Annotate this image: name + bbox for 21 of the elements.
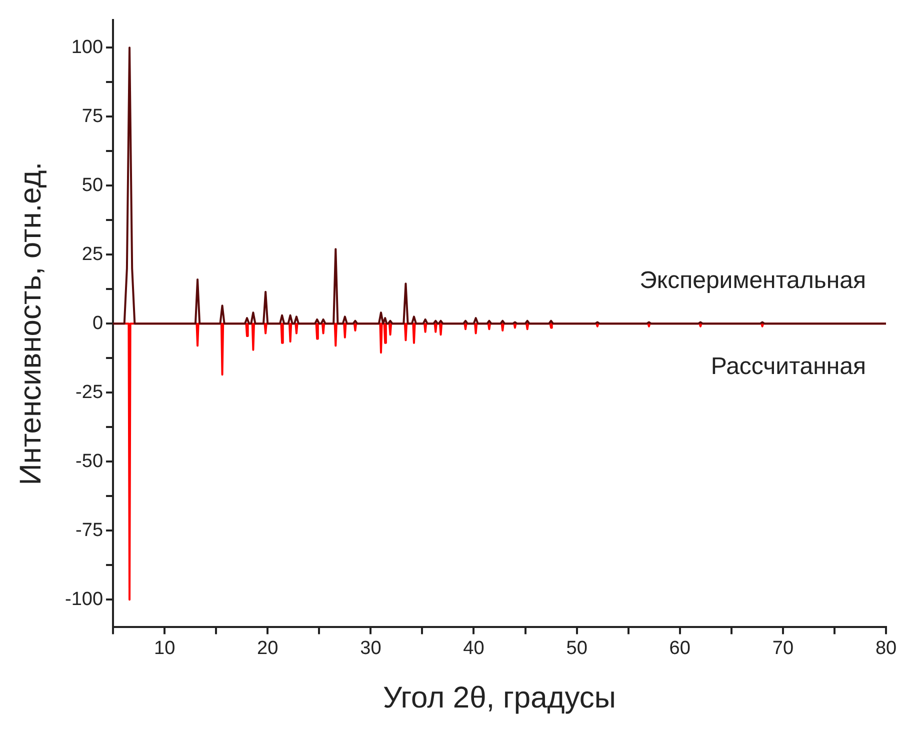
series-label: Рассчитанная [710, 353, 866, 380]
x-tick-label: 60 [669, 638, 690, 659]
x-tick-label: 10 [154, 638, 176, 659]
series-label: Экспериментальная [640, 267, 866, 294]
y-axis-title: Интенсивность, отн.ед. [14, 162, 48, 486]
y-tick-label: 100 [71, 36, 104, 58]
y-tick-label: -25 [76, 382, 104, 403]
x-tick-label: 50 [566, 638, 588, 659]
y-tick-label: -100 [64, 588, 104, 610]
x-tick-label: 20 [257, 638, 278, 659]
y-tick-label: 25 [82, 244, 104, 265]
y-tick-label: -75 [76, 520, 104, 541]
x-tick-label: 70 [772, 638, 794, 659]
x-tick-label: 30 [360, 638, 382, 659]
y-tick-label: -50 [76, 450, 104, 472]
x-tick-label: 40 [463, 638, 484, 659]
y-tick-label: 50 [82, 174, 104, 196]
y-tick-label: 0 [92, 312, 104, 334]
y-tick-label: 75 [82, 106, 104, 127]
x-tick-label: 80 [875, 638, 897, 659]
x-axis-title: Угол 2θ, градусы [383, 681, 616, 714]
